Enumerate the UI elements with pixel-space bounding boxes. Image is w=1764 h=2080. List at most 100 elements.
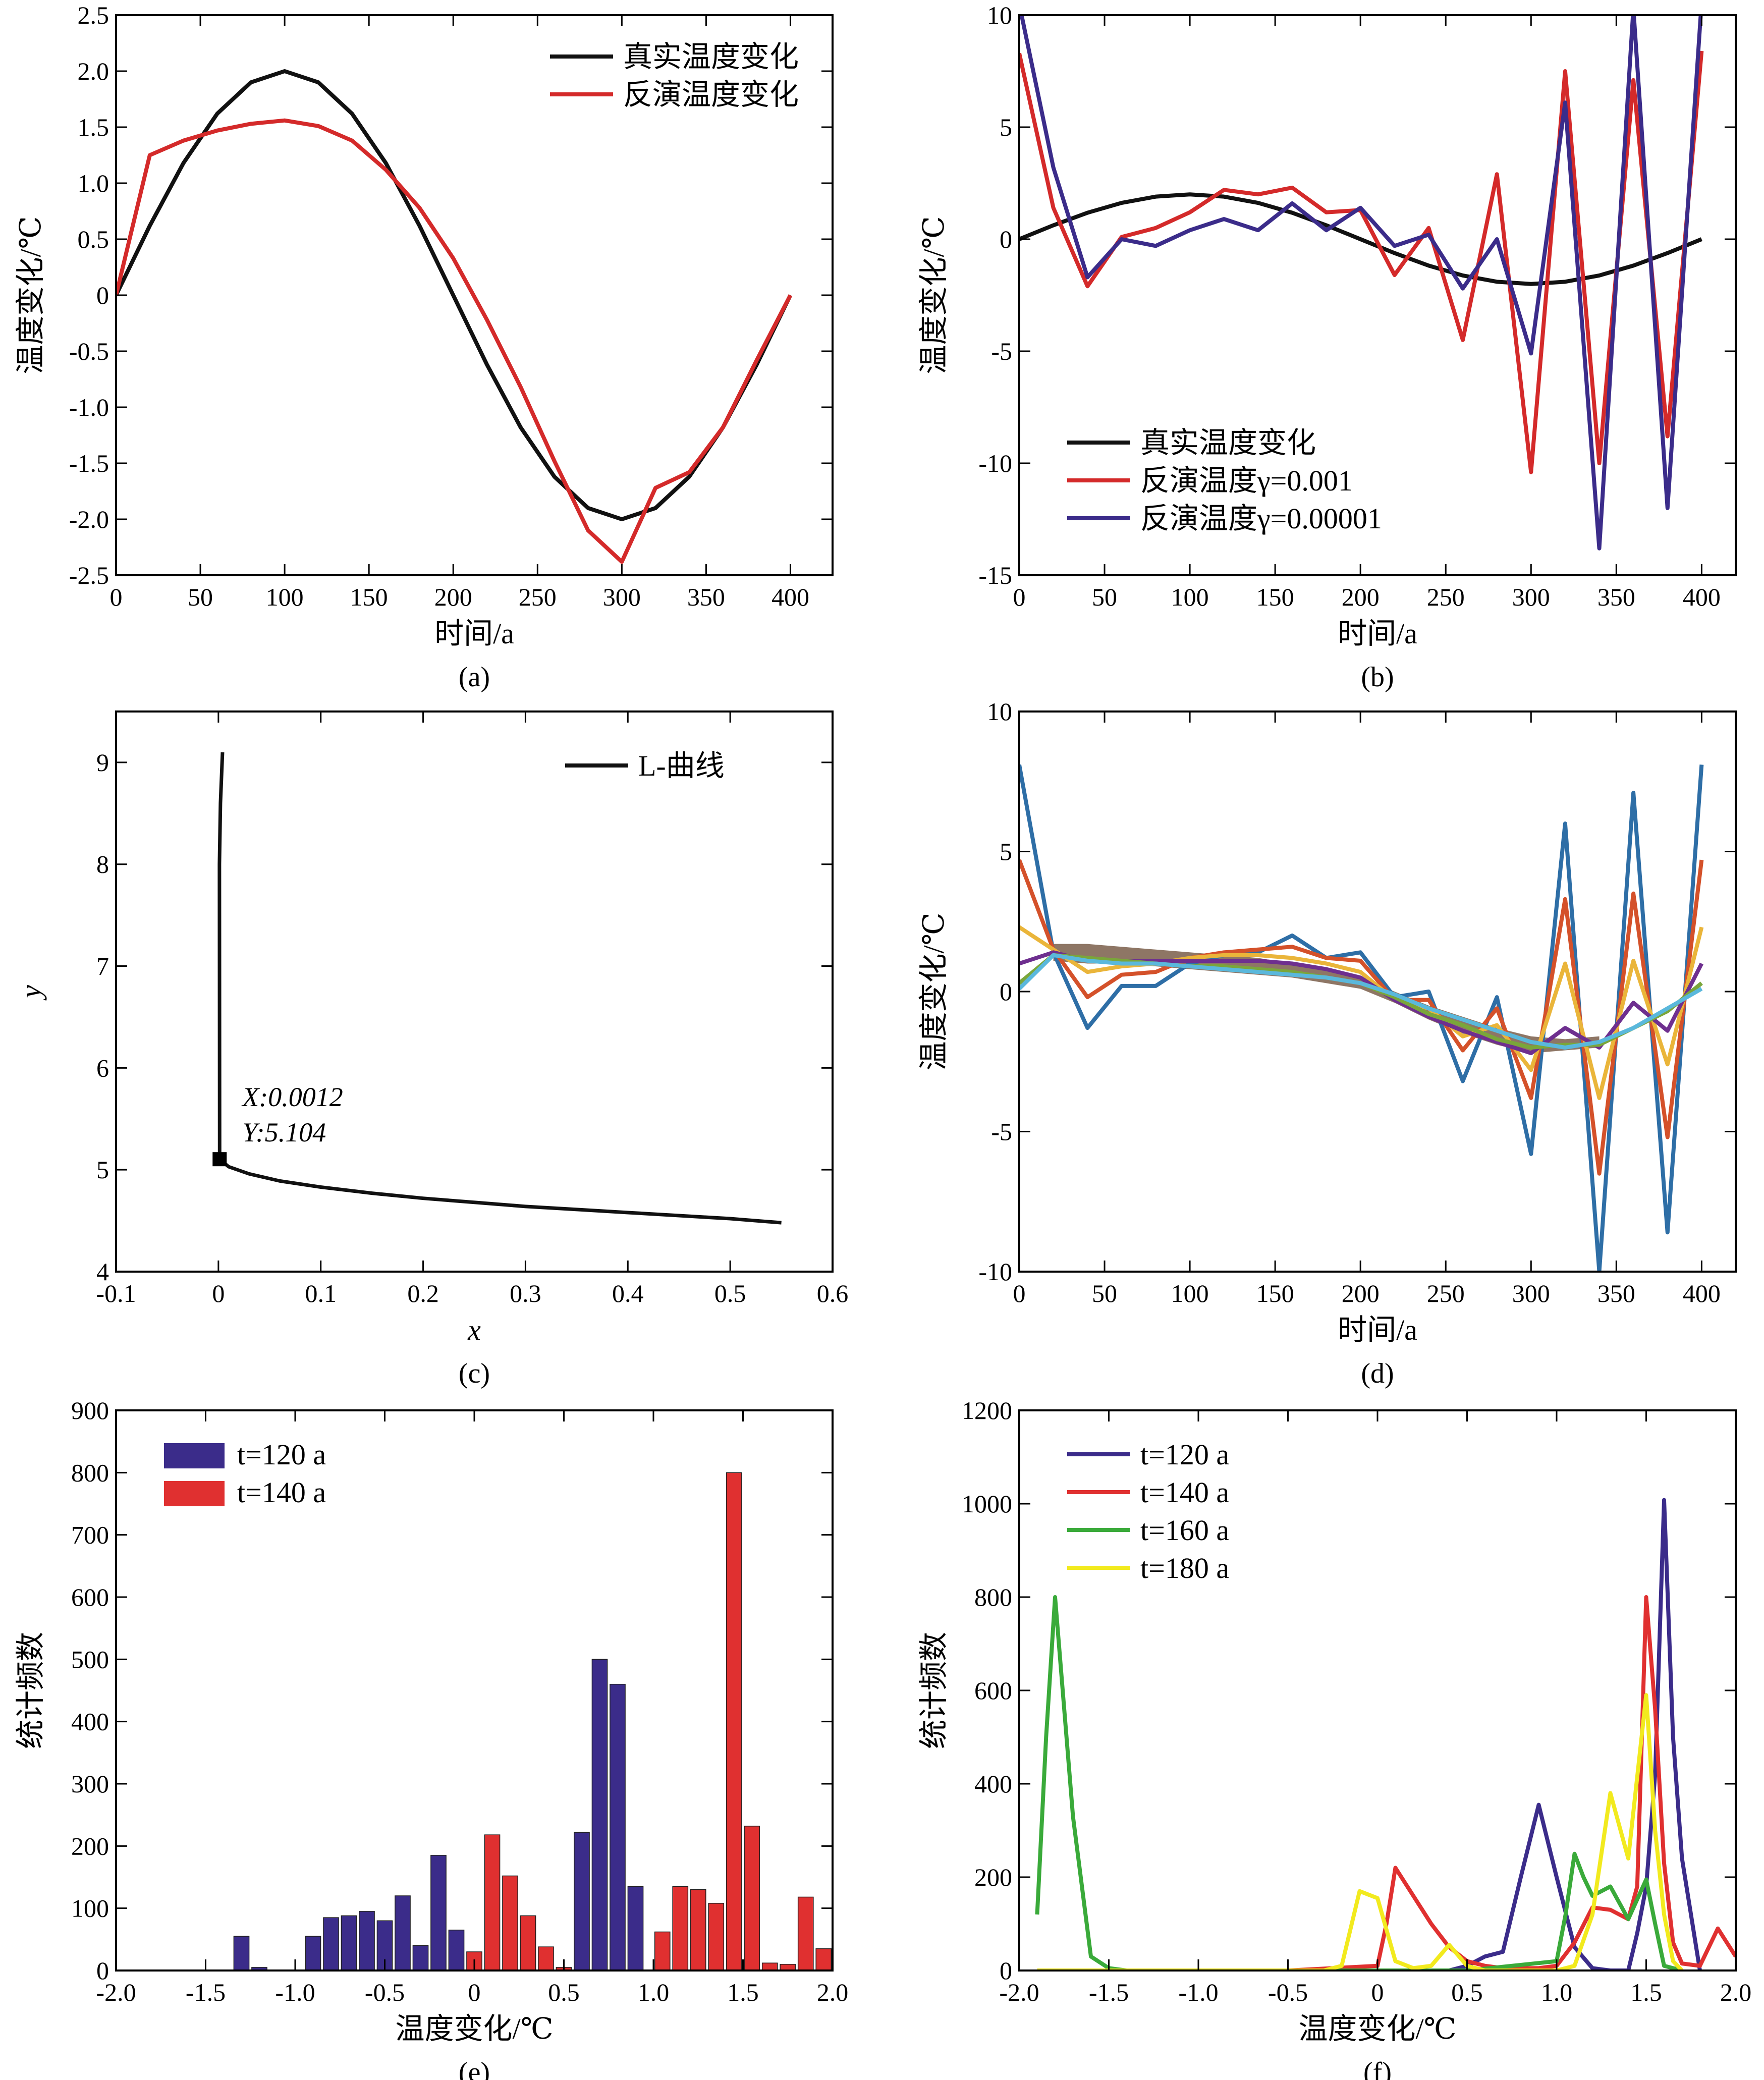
bar-series-2 <box>726 1472 742 1970</box>
x-tick-label: 100 <box>266 583 304 611</box>
x-tick-label: 0.5 <box>548 1978 580 2006</box>
x-tick-label: 350 <box>687 583 725 611</box>
bar-series-1 <box>323 1917 339 1970</box>
series-line-3 <box>1019 15 1703 551</box>
x-tick-label: 200 <box>434 583 472 611</box>
x-tick-label: -0.5 <box>1268 1978 1308 2006</box>
y-tick-label: -0.5 <box>69 337 109 365</box>
x-tick-label: 200 <box>1342 1279 1380 1307</box>
x-tick-label: 2.0 <box>817 1978 849 2006</box>
bar-series-1 <box>395 1895 411 1970</box>
x-axis-label: 时间/a <box>434 617 514 650</box>
x-tick-label: 0.2 <box>407 1279 439 1307</box>
y-tick-label: 0 <box>96 281 109 309</box>
x-tick-label: 250 <box>1427 583 1465 611</box>
y-tick-label: 300 <box>71 1770 109 1798</box>
bar-series-1 <box>341 1915 357 1970</box>
legend-label: 反演温度γ=0.00001 <box>1140 502 1382 535</box>
y-tick-label: 2.0 <box>78 57 109 85</box>
legend-label: t=140 a <box>237 1476 326 1509</box>
plot-area <box>116 69 793 564</box>
x-tick-label: 0 <box>468 1978 481 2006</box>
x-tick-label: -2.0 <box>96 1978 136 2006</box>
series-line-1 <box>1037 1498 1702 1970</box>
x-tick-label: 400 <box>1683 583 1721 611</box>
panel-d: 0 50 100 150 200 250 300 350 400 -10 -5 0 5 10 时间/a 温度变… <box>917 697 1737 1389</box>
y-tick-label: -2.0 <box>69 505 109 533</box>
x-tick-label: 350 <box>1597 1279 1635 1307</box>
bar-series-2 <box>690 1889 706 1970</box>
y-tick-label: -15 <box>978 561 1012 589</box>
y-axis-label: 温度变化/℃ <box>917 913 950 1071</box>
bar-series-2 <box>761 1962 778 1970</box>
legend-label: 真实温度变化 <box>623 40 799 73</box>
y-tick-label: 0 <box>1000 977 1012 1006</box>
plot-area <box>217 752 782 1225</box>
bar-series-1 <box>610 1683 626 1970</box>
x-tick-label: 100 <box>1171 1279 1209 1307</box>
series-line-1 <box>116 69 793 521</box>
y-tick-label: 500 <box>71 1645 109 1673</box>
bar-series-1 <box>412 1945 429 1970</box>
panel-caption: (a) <box>459 662 490 693</box>
series-line-2 <box>116 118 793 564</box>
x-tick-label: 2.0 <box>1720 1978 1752 2006</box>
legend-label: L-曲线 <box>638 749 725 782</box>
x-tick-label: 0.5 <box>714 1279 746 1307</box>
series-line-2 <box>1019 859 1704 1176</box>
x-tick-label: 50 <box>1092 583 1117 611</box>
x-tick-label: 1.0 <box>638 1978 670 2006</box>
series-line-4 <box>1037 1693 1684 1970</box>
legend-label: 反演温度γ=0.001 <box>1140 464 1353 497</box>
x-tick-label: 50 <box>1092 1279 1117 1307</box>
bar-series-2 <box>797 1896 814 1970</box>
legend-label: t=180 a <box>1140 1552 1229 1584</box>
plot-frame <box>1018 1409 1737 1972</box>
x-tick-label: -1.5 <box>186 1978 226 2006</box>
legend-label: t=140 a <box>1140 1476 1229 1509</box>
panel-b: 0 50 100 150 200 250 300 350 400 -15 -10 -5 0 5 10 时间/a… <box>917 1 1737 693</box>
x-axis-label: 温度变化/℃ <box>396 2012 554 2045</box>
x-tick-label: -1.0 <box>1178 1978 1218 2006</box>
plot-area <box>1019 764 1704 1272</box>
series-line-1 <box>1019 192 1702 286</box>
legend-label: t=160 a <box>1140 1514 1229 1547</box>
x-tick-label: 0 <box>1013 1279 1026 1307</box>
y-axis-label: y <box>14 985 47 1001</box>
y-tick-label: -10 <box>978 449 1012 477</box>
legend-label: 真实温度变化 <box>1140 426 1316 459</box>
y-axis-label: 温度变化/℃ <box>14 216 47 374</box>
x-tick-label: 150 <box>1256 583 1294 611</box>
y-tick-label: 0 <box>1000 1956 1012 1985</box>
legend-swatch <box>164 1481 225 1506</box>
y-tick-label: 800 <box>71 1458 109 1487</box>
annotation-x: X:0.0012 <box>241 1082 343 1112</box>
x-tick-label: 0 <box>212 1279 225 1307</box>
y-tick-label: 400 <box>974 1770 1012 1798</box>
bar-series-2 <box>520 1915 536 1970</box>
x-tick-label: 200 <box>1342 583 1380 611</box>
panel-e: -2.0 -1.5 -1.0 -0.5 0 0.5 1.0 1.5 2.0 0 100 200 300 4… <box>14 1396 848 2080</box>
plot-area <box>233 1472 832 1970</box>
x-tick-label: 250 <box>1427 1279 1465 1307</box>
bar-series-2 <box>502 1875 518 1970</box>
y-tick-label: 600 <box>974 1676 1012 1705</box>
legend-label: 反演温度变化 <box>623 78 799 111</box>
x-tick-label: 0 <box>1371 1978 1384 2006</box>
x-tick-label: 1.0 <box>1541 1978 1573 2006</box>
panel-caption: (f) <box>1363 2057 1392 2080</box>
x-tick-label: -2.0 <box>999 1978 1039 2006</box>
annotation-y: Y:5.104 <box>242 1117 326 1147</box>
x-tick-label: 0 <box>110 583 123 611</box>
y-tick-label: 5 <box>1000 113 1012 141</box>
bar-series-2 <box>708 1903 725 1970</box>
y-tick-label: 9 <box>96 748 109 777</box>
x-tick-label: 0.4 <box>612 1279 644 1307</box>
y-tick-label: 700 <box>71 1521 109 1549</box>
y-tick-label: 10 <box>987 1 1012 29</box>
panel-caption: (b) <box>1361 662 1394 693</box>
x-tick-label: 400 <box>1683 1279 1721 1307</box>
y-tick-label: -10 <box>978 1257 1012 1286</box>
